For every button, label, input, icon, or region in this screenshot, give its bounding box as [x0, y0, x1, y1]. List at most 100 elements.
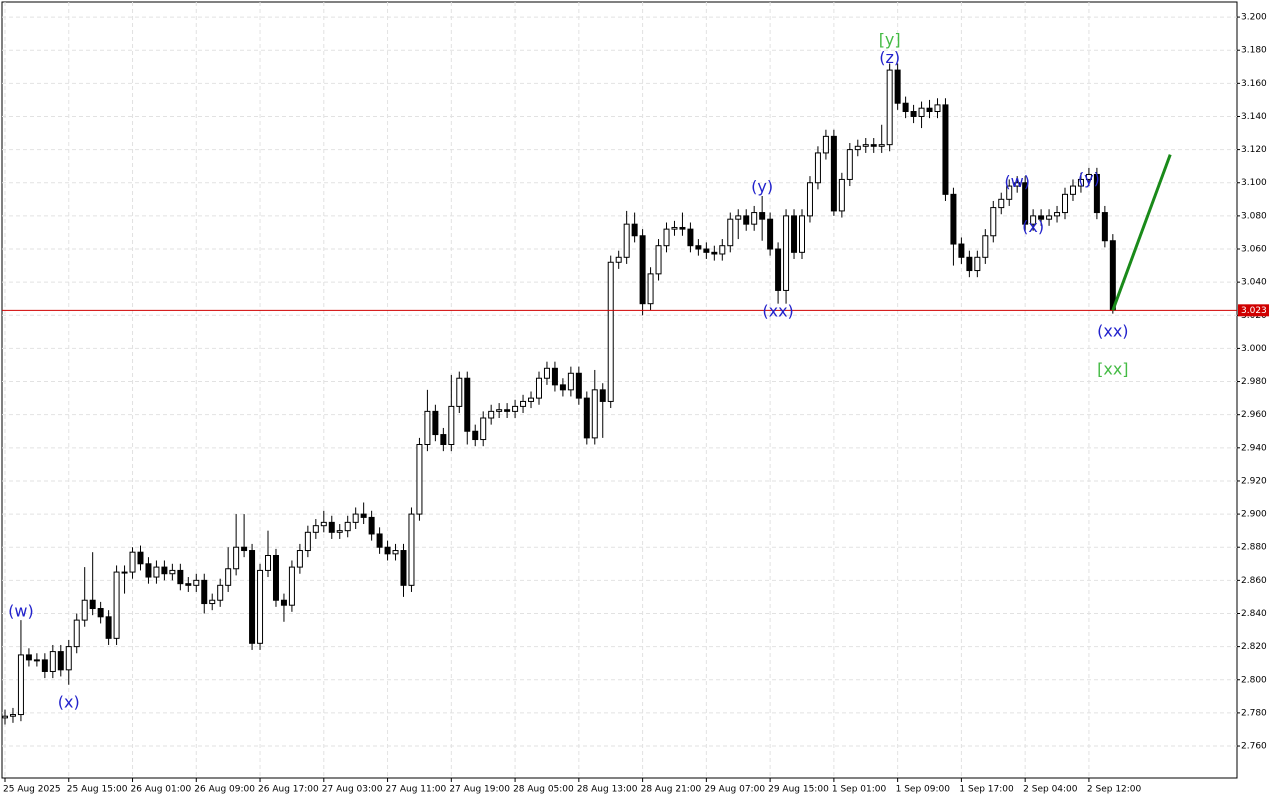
candle-body — [591, 389, 598, 439]
x-tick-label: 29 Aug 15:00 — [768, 785, 829, 795]
x-tick-label: 25 Aug 2025 — [3, 785, 61, 795]
x-tick-label: 28 Aug 21:00 — [641, 785, 702, 795]
candle-body — [1046, 215, 1053, 220]
y-tick-label: 3.140 — [1241, 112, 1267, 122]
candle-body — [520, 400, 527, 407]
candle-body — [543, 367, 550, 379]
candle-body — [416, 444, 423, 515]
last-price-box — [1238, 304, 1269, 317]
y-tick-label: 2.980 — [1241, 377, 1267, 387]
candle-body — [81, 599, 88, 621]
candle-body — [822, 135, 829, 154]
candle-body — [121, 571, 128, 574]
candle-body — [902, 102, 909, 113]
x-tick-label: 2 Sep 04:00 — [1023, 785, 1078, 795]
wave-label: [y] — [879, 30, 901, 49]
candle-body — [312, 525, 319, 533]
x-tick-label: 1 Sep 09:00 — [896, 785, 951, 795]
x-tick-label: 26 Aug 09:00 — [194, 785, 255, 795]
candle-body — [41, 659, 48, 672]
candle-body — [89, 599, 96, 610]
candle-body — [814, 152, 821, 184]
candle-body — [958, 243, 965, 258]
x-tick-label: 2 Sep 12:00 — [1087, 785, 1142, 795]
candle-body — [1085, 173, 1092, 180]
candle-body — [759, 212, 766, 220]
candle-body — [703, 248, 710, 253]
y-tick-label: 2.780 — [1241, 708, 1267, 718]
candle-body — [1101, 212, 1108, 242]
candle-body — [328, 521, 335, 533]
y-tick-label: 2.840 — [1241, 609, 1267, 619]
candle-body — [217, 584, 224, 601]
candle-body — [751, 212, 758, 225]
y-tick-label: 2.880 — [1241, 543, 1267, 553]
y-tick-label: 2.920 — [1241, 476, 1267, 486]
candle-body — [894, 69, 901, 104]
candle-body — [488, 410, 495, 419]
candle-body — [671, 226, 678, 230]
candle-body — [280, 599, 287, 606]
candle-body — [775, 248, 782, 291]
candle-body — [249, 550, 256, 644]
candle-body — [990, 207, 997, 237]
candle-body — [464, 377, 471, 432]
plot-frame — [1, 1, 1238, 779]
candle-body — [360, 513, 367, 518]
y-tick-label: 2.760 — [1241, 742, 1267, 752]
candle-body — [886, 69, 893, 146]
candle-body — [512, 405, 519, 412]
forecast-line — [1111, 154, 1172, 311]
candle-body — [201, 579, 208, 605]
candle-body — [233, 546, 240, 570]
x-tick-label: 26 Aug 01:00 — [131, 785, 192, 795]
candle-body — [456, 377, 463, 407]
candle-body — [535, 377, 542, 399]
y-tick-label: 3.200 — [1241, 13, 1267, 23]
candle-body — [73, 619, 80, 648]
candle-body — [918, 107, 925, 117]
x-tick-label: 1 Sep 01:00 — [832, 785, 887, 795]
candle-body — [257, 569, 264, 644]
wave-label: [xx] — [1097, 359, 1128, 378]
x-tick-label: 26 Aug 17:00 — [258, 785, 319, 795]
y-tick-label: 3.060 — [1241, 245, 1267, 255]
candle-body — [528, 397, 535, 402]
candle-body — [129, 551, 136, 573]
candle-body — [551, 367, 558, 386]
candle-body — [105, 616, 112, 639]
candle-body — [33, 659, 40, 662]
candle-body — [647, 273, 654, 305]
candle-body — [735, 215, 742, 220]
candle-body — [1077, 178, 1084, 187]
wave-label: (z) — [879, 48, 900, 67]
y-tick-label: 2.960 — [1241, 410, 1267, 420]
candle-body — [910, 111, 917, 117]
y-tick-label: 2.940 — [1241, 443, 1267, 453]
candle-body — [679, 226, 686, 230]
candle-body — [687, 228, 694, 247]
candle-body — [185, 583, 192, 586]
candle-body — [583, 397, 590, 439]
candle-body — [599, 389, 606, 402]
candle-body — [942, 104, 949, 195]
candle-body — [1109, 240, 1116, 311]
candle-body — [169, 569, 176, 575]
candle-body — [57, 651, 64, 671]
candle-body — [504, 409, 511, 412]
candle-body — [49, 651, 56, 672]
candle-body — [2, 715, 8, 719]
y-tick-label: 3.160 — [1241, 79, 1267, 89]
candle-body — [663, 228, 670, 247]
y-tick-label: 3.000 — [1241, 344, 1267, 354]
candle-body — [1006, 185, 1013, 200]
candle-body — [241, 546, 248, 552]
wave-label: (x) — [58, 692, 80, 711]
candle-body — [137, 551, 144, 565]
candle-body — [982, 235, 989, 258]
wave-label: (w) — [1004, 172, 1030, 191]
candle-body — [320, 521, 327, 527]
candle-body — [575, 372, 582, 399]
candle-body — [1069, 185, 1076, 195]
